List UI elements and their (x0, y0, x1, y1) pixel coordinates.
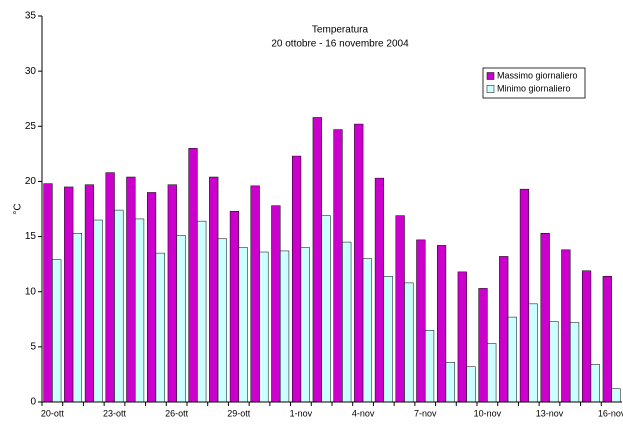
x-tick-label: 16-nov (598, 408, 623, 418)
y-tick-label: 0 (30, 397, 36, 408)
bar (105, 172, 115, 403)
legend-box (482, 67, 586, 99)
bar (64, 186, 74, 403)
legend-label: Minimo giornaliero (497, 83, 571, 93)
bar (374, 177, 385, 403)
bar (499, 256, 509, 403)
chart-subtitle: 20 ottobre - 16 novembre 2004 (271, 39, 409, 50)
x-tick-label: 4-nov (352, 408, 375, 418)
bar (540, 233, 550, 403)
bar (291, 155, 302, 403)
x-tick-label: 26-ott (165, 408, 189, 418)
y-tick-label: 35 (25, 11, 37, 22)
x-tick-label: 1-nov (290, 408, 313, 418)
x-tick-label: 20-ott (41, 408, 65, 418)
y-tick-label: 10 (25, 286, 37, 297)
bar (569, 322, 580, 403)
bar (383, 276, 393, 403)
y-tick-label: 30 (25, 66, 37, 77)
bar (52, 259, 62, 403)
bar (404, 282, 414, 403)
bar (188, 148, 198, 403)
chart-title: Temperatura (312, 25, 369, 36)
x-tick-label: 29-ott (227, 408, 251, 418)
bar (300, 247, 310, 403)
bar (209, 176, 219, 403)
bar (436, 245, 447, 403)
bar (197, 220, 207, 403)
bar (354, 123, 364, 403)
bar (43, 183, 53, 403)
bar (176, 235, 186, 403)
bar (416, 239, 426, 403)
bar (519, 188, 530, 403)
bar (342, 241, 352, 403)
legend-label: Massimo giornaliero (497, 70, 578, 80)
bar (457, 271, 467, 403)
legend-swatch (486, 72, 495, 80)
bar (217, 238, 228, 403)
bar (84, 184, 95, 403)
x-tick-label: 7-nov (414, 408, 437, 418)
bar (602, 276, 612, 403)
x-tick-label: 13-nov (536, 408, 564, 418)
bar (114, 209, 124, 403)
bar (561, 249, 571, 403)
bar (362, 258, 373, 403)
bar (155, 252, 165, 403)
bar (590, 364, 600, 403)
bar (271, 205, 281, 403)
y-tick-label: 15 (25, 231, 37, 242)
bar (333, 129, 343, 403)
bar (72, 233, 83, 403)
bar (395, 215, 405, 403)
bar (424, 330, 435, 403)
y-tick-label: 5 (30, 341, 36, 352)
bar (126, 176, 136, 403)
x-tick-label: 10-nov (474, 408, 502, 418)
bar (321, 215, 331, 403)
bar (528, 303, 538, 403)
bar (259, 251, 269, 403)
bar (507, 316, 518, 403)
y-tick-label: 25 (25, 121, 37, 132)
x-tick-label: 23-ott (103, 408, 127, 418)
bar (238, 247, 248, 403)
bar (581, 270, 592, 403)
bar (487, 343, 497, 403)
bar (549, 321, 559, 403)
bar (229, 210, 240, 403)
bar (146, 192, 157, 403)
bar (466, 366, 476, 403)
bar (134, 218, 145, 403)
y-axis-label: °C (13, 203, 24, 214)
bar (93, 219, 103, 403)
bar (611, 388, 621, 403)
bar (167, 184, 177, 403)
legend-swatch (486, 85, 495, 93)
bar (279, 250, 290, 403)
bar (445, 362, 455, 403)
bar (250, 185, 260, 403)
y-tick-label: 20 (25, 176, 37, 187)
bar (312, 117, 322, 403)
bar (478, 288, 488, 403)
